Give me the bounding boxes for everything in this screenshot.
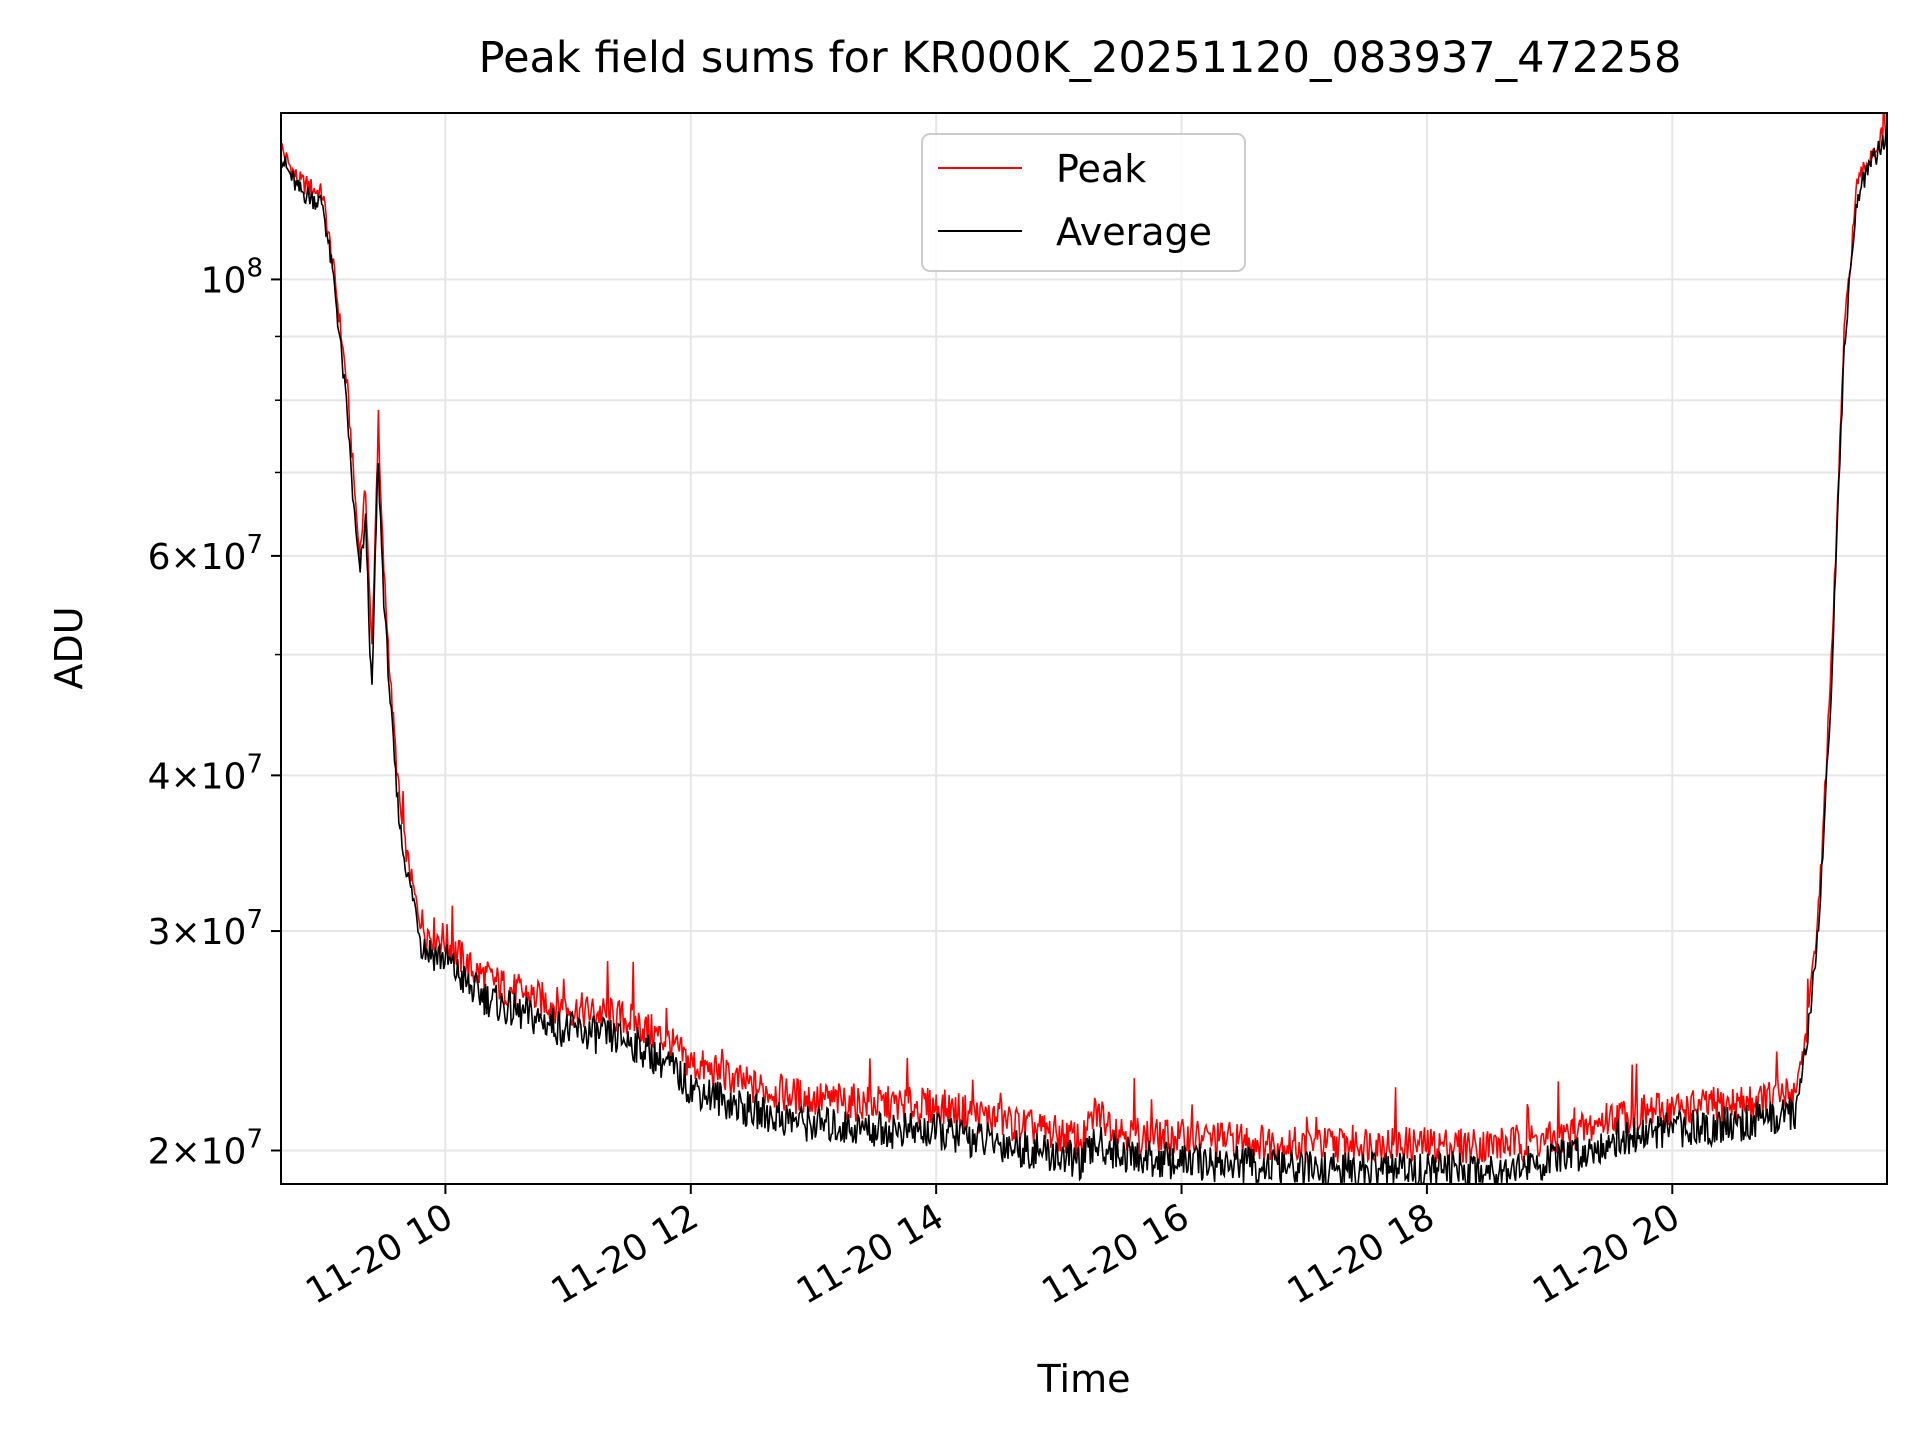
y-tick-label: 6×107 [148, 530, 263, 578]
legend: Peak Average [921, 133, 1246, 272]
y-tick-label: 108 [201, 253, 263, 301]
y-axis-label: ADU [47, 606, 91, 689]
y-tick-label: 3×107 [148, 905, 263, 953]
legend-average-label: Average [1056, 210, 1212, 254]
series-line-peak [281, 113, 1887, 1165]
legend-peak-label: Peak [1056, 147, 1146, 191]
y-axis: 2×107 3×107 4×107 6×107 108 [148, 253, 281, 1173]
grid-lines [281, 113, 1887, 1184]
x-axis-label: Time [1037, 1357, 1131, 1401]
chart-title: Peak field sums for KR000K_20251120_0839… [479, 33, 1682, 83]
series-line-average [281, 127, 1887, 1184]
series-group [281, 113, 1887, 1184]
plot-frame [280, 112, 1888, 1185]
y-tick-label: 2×107 [148, 1125, 263, 1173]
y-tick-label: 4×107 [148, 749, 263, 797]
